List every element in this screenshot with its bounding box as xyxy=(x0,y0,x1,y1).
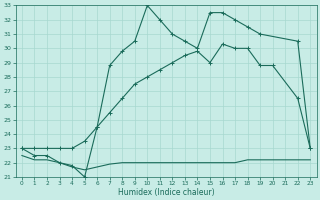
X-axis label: Humidex (Indice chaleur): Humidex (Indice chaleur) xyxy=(118,188,214,197)
